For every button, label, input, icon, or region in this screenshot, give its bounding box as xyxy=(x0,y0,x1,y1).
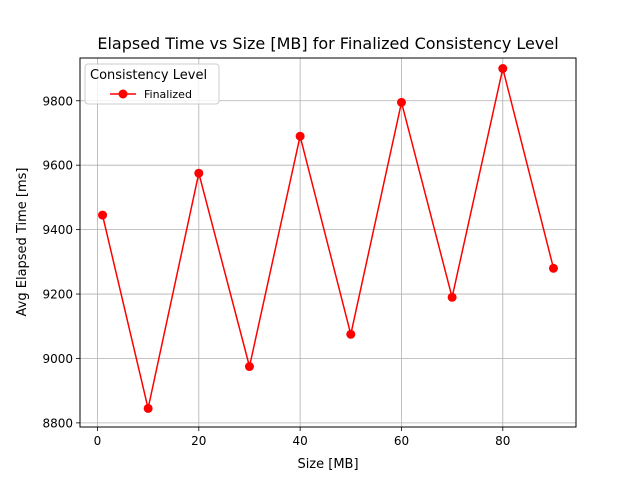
legend-entry-finalized: Finalized xyxy=(144,88,192,101)
data-point xyxy=(396,97,406,107)
x-axis-ticks: 0 20 40 60 80 xyxy=(94,427,510,448)
data-point xyxy=(295,131,305,141)
y-tick-label: 9400 xyxy=(42,223,73,237)
axes-frame xyxy=(79,57,577,428)
y-axis-ticks: 8800 9000 9200 9400 9600 9800 xyxy=(42,94,80,430)
x-tick-label: 40 xyxy=(292,434,307,448)
legend-marker-sample xyxy=(118,89,128,99)
legend: Consistency Level Finalized xyxy=(84,63,220,105)
x-tick-label: 80 xyxy=(495,434,510,448)
grid-lines xyxy=(80,58,576,427)
data-point xyxy=(548,263,558,273)
data-point xyxy=(498,64,508,74)
x-tick-label: 20 xyxy=(191,434,206,448)
x-tick-label: 60 xyxy=(394,434,409,448)
y-tick-label: 9800 xyxy=(42,94,73,108)
legend-title: Consistency Level xyxy=(90,68,207,83)
data-point xyxy=(98,210,108,220)
series-line-finalized xyxy=(101,68,555,409)
data-point xyxy=(244,362,254,372)
y-tick-label: 8800 xyxy=(42,416,73,430)
data-point xyxy=(143,403,153,413)
x-tick-label: 0 xyxy=(94,434,102,448)
y-tick-label: 9200 xyxy=(42,288,73,302)
data-point xyxy=(194,168,204,178)
data-point xyxy=(346,329,356,339)
y-axis-label: Avg Elapsed Time [ms] xyxy=(15,168,30,317)
y-tick-label: 9600 xyxy=(42,159,73,173)
data-point xyxy=(447,292,457,302)
chart-title: Elapsed Time vs Size [MB] for Finalized … xyxy=(97,34,558,53)
series-layer xyxy=(98,64,558,413)
x-axis-label: Size [MB] xyxy=(297,457,358,472)
y-tick-label: 9000 xyxy=(42,352,73,366)
